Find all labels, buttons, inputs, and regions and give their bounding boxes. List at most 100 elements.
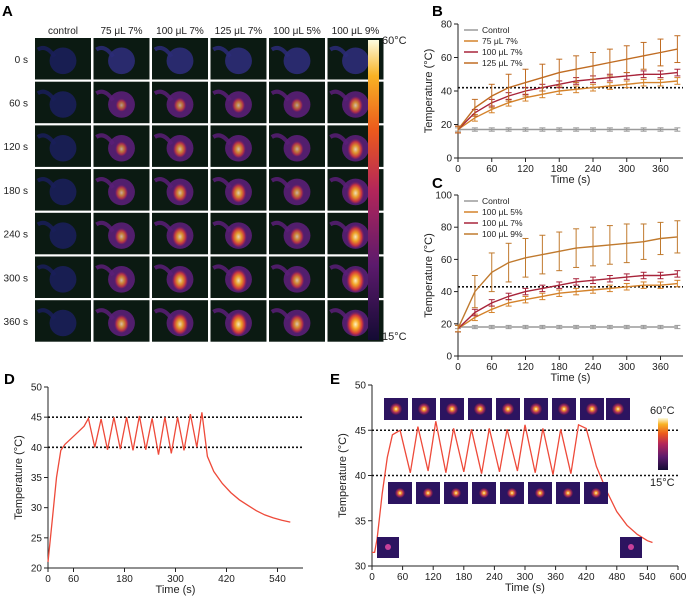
thumbnail-spot <box>385 544 391 550</box>
panel-label: E <box>330 371 340 388</box>
sample-tube <box>95 89 115 102</box>
y-tick-label: 20 <box>31 564 43 575</box>
hot-spot <box>231 96 246 113</box>
thermal-image <box>35 256 91 298</box>
sample-tube <box>212 46 232 58</box>
thermal-thumbnail <box>524 398 548 420</box>
panel-label: C <box>432 175 443 192</box>
sample-tube <box>329 177 349 189</box>
sample-body <box>49 178 77 206</box>
legend-label: 100 μL 7% <box>482 218 523 228</box>
thumbnail-spot <box>502 403 514 415</box>
hot-spot <box>114 226 129 245</box>
thumbnail-spot <box>612 403 624 415</box>
sample-tube <box>270 264 291 277</box>
row-label: 180 s <box>4 186 28 197</box>
row-labels: 0 s 60 s 120 s 180 s 240 s 300 s 360 s <box>4 55 28 328</box>
thermal-image <box>152 81 208 124</box>
thermal-image <box>269 38 325 80</box>
row-label: 360 s <box>4 317 28 328</box>
hot-spot <box>345 309 366 337</box>
thumbnail-spot <box>479 488 489 498</box>
hot-spot <box>346 223 365 248</box>
sample-tube <box>153 89 174 102</box>
x-tick-label: 60 <box>68 574 80 585</box>
thermal-image <box>210 212 267 255</box>
x-tick-label: 180 <box>116 574 133 585</box>
y-axis-label: Temperature (°C) <box>13 435 25 519</box>
legend-label: Control <box>482 25 510 35</box>
panel-a: A control 75 μL 7% 100 μL 7% 125 μL 7% 100 μ… <box>2 3 407 343</box>
sample-body <box>49 266 77 293</box>
x-tick-label: 420 <box>218 574 235 585</box>
sample-tube <box>270 220 291 233</box>
x-axis-label: Time (s) <box>551 174 591 186</box>
thumbnail-spot <box>591 488 601 498</box>
y-tick-label: 50 <box>31 383 43 394</box>
sample-tube <box>153 220 174 233</box>
x-tick-label: 180 <box>455 572 472 583</box>
hot-spot <box>229 267 248 292</box>
sample-tube <box>212 177 232 189</box>
thermal-image <box>210 169 267 211</box>
hot-spot <box>290 139 304 157</box>
sample-body <box>225 47 252 75</box>
thermal-image <box>152 300 208 342</box>
sample-body <box>49 309 77 337</box>
hot-spot <box>171 225 189 247</box>
x-tick-label: 240 <box>486 572 503 583</box>
row-label: 0 s <box>15 55 28 66</box>
x-tick-label: 480 <box>608 572 625 583</box>
hot-spot <box>114 183 129 201</box>
sample-tube <box>212 89 232 102</box>
y-tick-label: 80 <box>441 20 453 31</box>
row-label: 300 s <box>4 273 28 284</box>
y-tick-label: 50 <box>355 381 367 392</box>
x-tick-label: 300 <box>618 164 635 175</box>
sample-tube <box>95 177 115 189</box>
y-tick-label: 35 <box>355 516 367 527</box>
legend-label: 125 μL 7% <box>482 58 523 68</box>
sample-tube <box>329 220 349 233</box>
sample-body <box>49 222 77 249</box>
thumbnail-spot <box>474 403 486 415</box>
sample-tube <box>212 220 232 233</box>
thumbnail-spot <box>390 403 402 415</box>
thermal-image <box>35 38 91 80</box>
sample-tube <box>36 177 57 189</box>
legend-label: 100 μL 9% <box>482 229 523 239</box>
y-tick-label: 100 <box>435 191 452 202</box>
series-line <box>457 282 678 330</box>
colorbar-bottom-label: 15°C <box>382 331 407 343</box>
series-line <box>457 236 678 329</box>
panel-b: B 0 20 40 60 80 0 60 120 180 240 300 360 Time (s) Temp… <box>423 3 683 186</box>
series-control <box>455 127 681 132</box>
sample-tube <box>36 264 57 277</box>
row-label: 240 s <box>4 230 28 241</box>
sample-tube <box>95 220 115 233</box>
thermal-thumbnail <box>416 482 440 504</box>
y-tick-label: 60 <box>441 255 453 266</box>
thermal-thumbnail <box>388 482 412 504</box>
sample-tube <box>212 308 232 321</box>
panel-e: E 30 35 40 45 50 0 60 120 180 240 300 360 420 480 540 60… <box>330 371 687 594</box>
hot-spot <box>230 138 247 158</box>
panel-label: B <box>432 3 443 20</box>
x-tick-label: 120 <box>425 572 442 583</box>
series-d9 <box>455 220 681 333</box>
thermal-thumbnail <box>444 482 468 504</box>
sample-tube <box>329 89 349 102</box>
thermal-image <box>93 300 150 342</box>
x-tick-label: 540 <box>269 574 286 585</box>
y-tick-label: 80 <box>441 223 453 234</box>
series-c75 <box>455 77 681 134</box>
y-tick-label: 20 <box>441 319 453 330</box>
thermal-image-grid <box>35 38 384 342</box>
sample-tube <box>212 133 232 146</box>
sample-tube <box>153 133 174 146</box>
thermal-thumbnail <box>528 482 552 504</box>
thermal-image <box>152 169 208 211</box>
thermal-image <box>210 256 267 298</box>
sample-tube <box>36 133 57 146</box>
